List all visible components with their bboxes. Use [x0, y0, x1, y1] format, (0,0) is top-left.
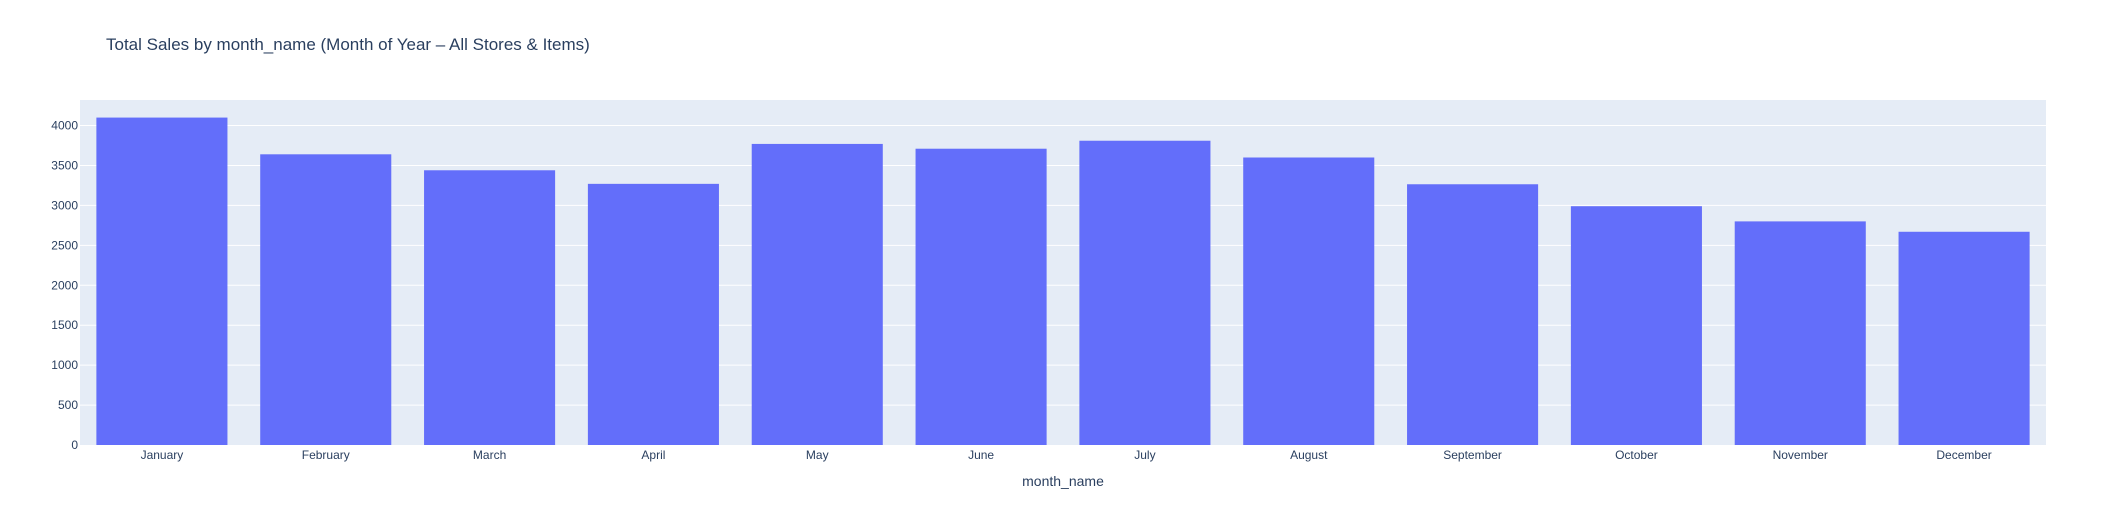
- x-tick-label: June: [968, 448, 994, 462]
- bar-june: [915, 148, 1047, 445]
- y-tick-label: 3500: [51, 158, 78, 172]
- bar-august: [1243, 157, 1375, 445]
- x-tick-label: September: [1443, 448, 1502, 462]
- bar-october: [1570, 206, 1702, 445]
- y-tick-label: 2000: [51, 278, 78, 292]
- y-tick-label: 1500: [51, 318, 78, 332]
- x-tick-label: November: [1773, 448, 1828, 462]
- bar-july: [1079, 140, 1211, 445]
- bar-february: [260, 154, 392, 446]
- x-tick-label: January: [141, 448, 184, 462]
- y-tick-label: 3000: [51, 198, 78, 212]
- y-tick-label: 2500: [51, 238, 78, 252]
- bar-may: [751, 143, 883, 445]
- y-tick-label: 500: [58, 398, 78, 412]
- bar-december: [1898, 231, 2030, 445]
- x-tick-label: October: [1615, 448, 1658, 462]
- bar-january: [96, 117, 228, 445]
- y-tick-label: 4000: [51, 119, 78, 133]
- y-tick-label: 0: [71, 438, 78, 452]
- x-tick-label: May: [806, 448, 829, 462]
- x-tick-label: July: [1134, 448, 1155, 462]
- x-axis-ticks: January February March April May June July Augu…: [141, 448, 1992, 462]
- x-tick-label: February: [302, 448, 350, 462]
- bar-november: [1734, 221, 1866, 445]
- x-axis-title: month_name: [1022, 473, 1104, 489]
- chart-title: Total Sales by month_name (Month of Year…: [106, 35, 590, 54]
- bar-march: [424, 170, 556, 445]
- x-tick-label: August: [1290, 448, 1328, 462]
- gridlines: [80, 125, 2046, 406]
- bar-september: [1407, 184, 1539, 445]
- y-tick-label: 1000: [51, 358, 78, 372]
- x-tick-label: December: [1936, 448, 1991, 462]
- bars: [96, 117, 2030, 446]
- x-tick-label: March: [473, 448, 506, 462]
- y-axis-ticks: 0 500 1000 1500 2000 2500 3000 3500 4000: [51, 119, 78, 452]
- plot-area: [80, 100, 2046, 445]
- x-tick-label: April: [641, 448, 665, 462]
- bar-april: [587, 183, 719, 445]
